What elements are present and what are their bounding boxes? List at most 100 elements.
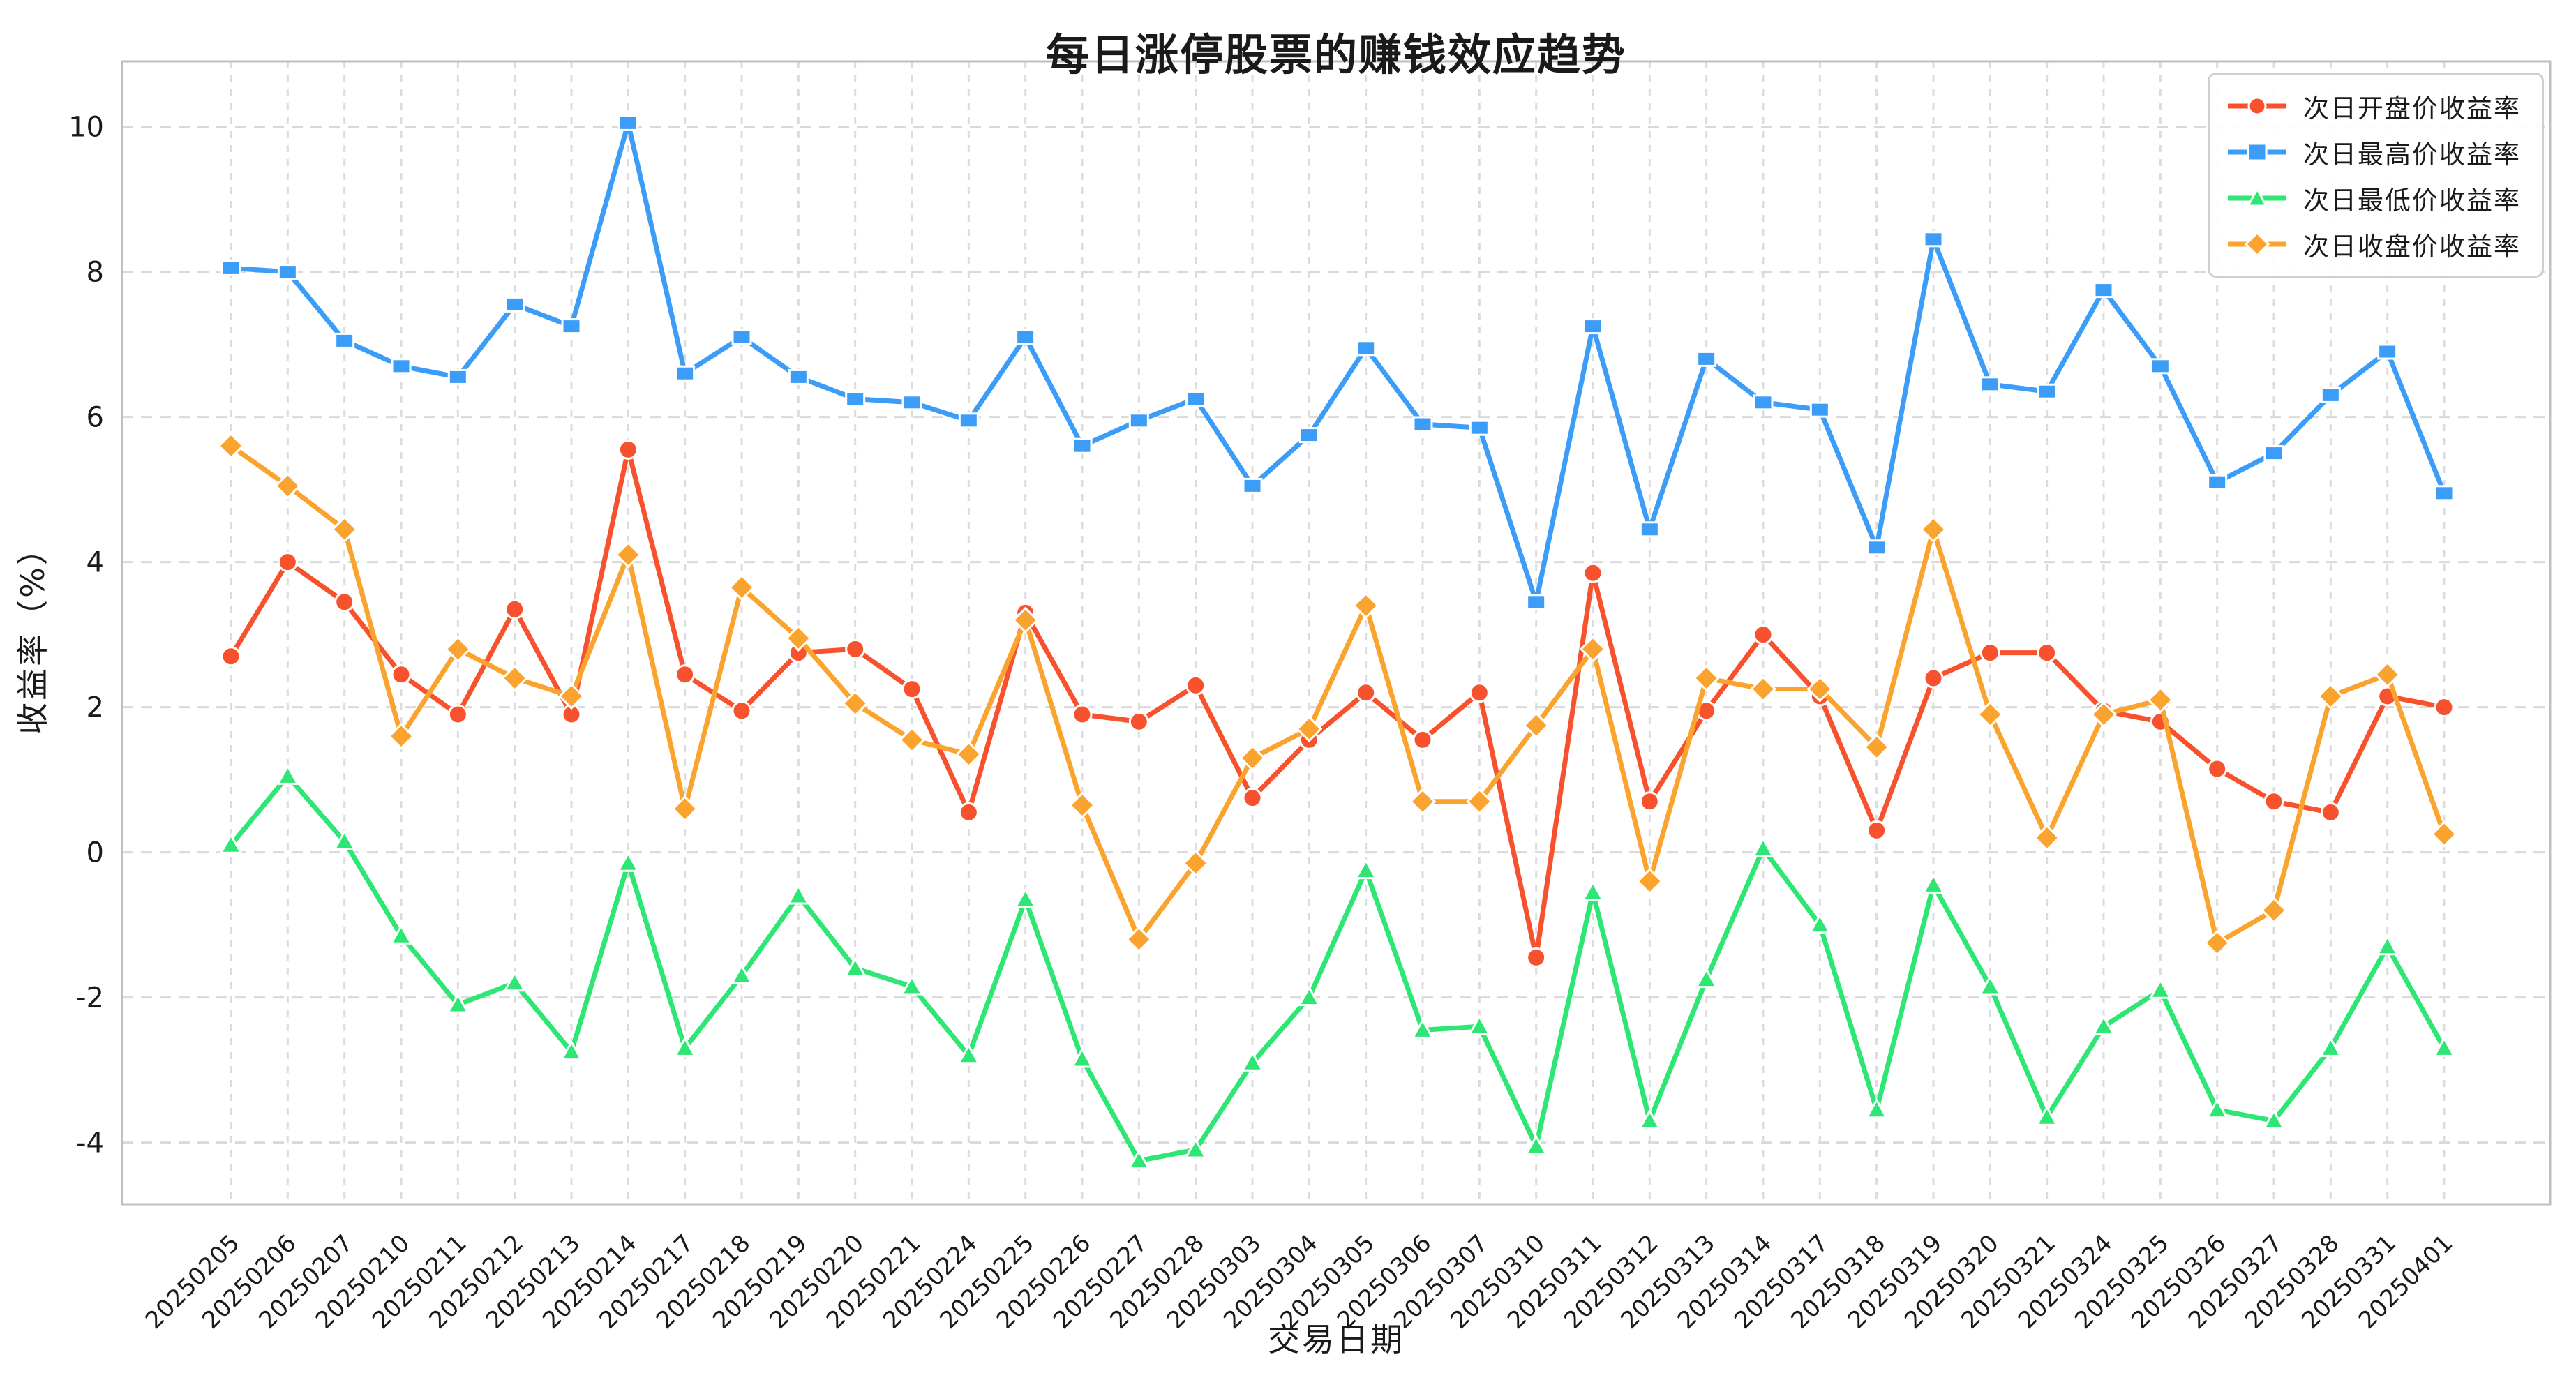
data-point-triangle — [900, 974, 924, 996]
legend-label: 次日开盘价收益率 — [2303, 93, 2521, 123]
data-point-square — [1072, 437, 1093, 454]
data-point-square — [1242, 477, 1263, 494]
data-point-triangle — [560, 1040, 583, 1061]
data-point-circle — [1128, 711, 1149, 732]
data-point-square — [2320, 387, 2341, 403]
data-point-triangle — [1695, 967, 1718, 989]
data-point-diamond — [1977, 700, 2004, 728]
data-point-square — [1469, 419, 1490, 436]
data-point-diamond — [1749, 675, 1777, 703]
legend-label: 次日最高价收益率 — [2303, 140, 2521, 170]
data-point-diamond — [501, 664, 528, 692]
data-point-circle — [334, 592, 355, 613]
y-tick-label: 0 — [87, 837, 104, 869]
y-tick-label: 10 — [68, 112, 104, 144]
y-tick-label: -4 — [76, 1127, 104, 1160]
data-point-circle — [845, 638, 866, 659]
data-point-diamond — [1636, 868, 1663, 895]
series-line-0 — [228, 447, 2447, 960]
data-point-square — [1582, 318, 1603, 335]
data-point-triangle — [1127, 1148, 1151, 1170]
data-point-circle — [1582, 562, 1603, 583]
data-point-diamond — [1238, 744, 1266, 772]
data-point-diamond — [1466, 788, 1493, 815]
data-point-diamond — [2147, 687, 2174, 714]
data-point-circle — [1866, 820, 1887, 841]
data-point-circle — [1412, 729, 1433, 750]
data-point-diamond — [728, 573, 756, 601]
data-point-circle — [1185, 675, 1206, 696]
data-point-square — [447, 368, 468, 385]
legend-item-low: 次日最低价收益率 — [2225, 179, 2521, 217]
data-point-square — [1923, 231, 1944, 248]
legend-swatch-close-diamond-icon — [2228, 231, 2286, 257]
data-point-circle — [2320, 802, 2341, 823]
data-point-triangle — [2432, 1036, 2456, 1057]
data-point-circle — [2207, 758, 2228, 779]
data-point-triangle — [1525, 1134, 1548, 1155]
legend-item-open: 次日开盘价收益率 — [2225, 87, 2521, 125]
data-point-diamond — [387, 723, 415, 750]
data-point-square — [2207, 474, 2228, 490]
x-axis-label: 交易日期 — [1268, 1321, 1405, 1358]
legend-swatch-open-circle-icon — [2228, 96, 2286, 116]
data-point-triangle — [333, 829, 357, 850]
data-point-square — [2093, 282, 2114, 299]
data-point-triangle — [1184, 1137, 1208, 1159]
data-point-square — [2434, 485, 2455, 502]
data-point-diamond — [615, 541, 642, 569]
data-point-triangle — [276, 764, 299, 785]
data-point-square — [1128, 412, 1149, 429]
data-point-circle — [1979, 643, 2000, 663]
data-point-diamond — [2374, 661, 2401, 688]
data-point-triangle — [2376, 934, 2399, 956]
data-point-diamond — [1409, 788, 1437, 815]
data-point-triangle — [1411, 1018, 1435, 1039]
data-point-triangle — [957, 1043, 980, 1065]
data-point-circle — [958, 802, 979, 823]
legend-label: 次日最低价收益率 — [2303, 186, 2521, 216]
data-point-square — [788, 368, 809, 385]
data-point-triangle — [616, 851, 640, 872]
data-point-circle — [2263, 791, 2284, 812]
legend-item-close: 次日收盘价收益率 — [2225, 225, 2521, 263]
data-point-circle — [2037, 643, 2058, 663]
data-point-square — [2037, 383, 2058, 400]
data-point-diamond — [217, 433, 245, 460]
data-point-square — [1866, 539, 1887, 556]
data-point-circle — [617, 439, 638, 460]
data-point-triangle — [1808, 913, 1832, 934]
data-point-square — [1356, 340, 1377, 357]
data-point-diamond — [444, 636, 472, 663]
y-tick-label: 8 — [87, 257, 104, 289]
data-point-square — [845, 391, 866, 407]
data-point-triangle — [219, 833, 243, 854]
data-point-circle — [1072, 704, 1093, 725]
data-point-circle — [901, 679, 922, 700]
data-point-diamond — [557, 682, 585, 710]
data-point-diamond — [1125, 926, 1153, 953]
data-point-triangle — [1922, 873, 1945, 894]
data-point-square — [220, 260, 241, 276]
data-point-triangle — [844, 956, 867, 977]
data-point-triangle — [1297, 985, 1321, 1007]
data-point-circle — [1242, 788, 1263, 809]
data-point-triangle — [2148, 978, 2172, 999]
data-point-diamond — [841, 690, 869, 717]
data-point-square — [1526, 594, 1547, 610]
data-point-diamond — [2090, 700, 2118, 728]
y-axis-label: 收益率（%） — [14, 531, 52, 735]
data-point-triangle — [2319, 1036, 2342, 1057]
chart-title: 每日涨停股票的赚钱效应趋势 — [1045, 29, 1626, 80]
data-point-circle — [731, 700, 752, 721]
data-point-triangle — [1241, 1051, 1264, 1072]
data-point-diamond — [1182, 850, 1209, 877]
data-point-diamond — [2260, 897, 2288, 924]
data-point-diamond — [2430, 820, 2458, 848]
data-point-diamond — [671, 795, 698, 823]
data-point-diamond — [1352, 592, 1379, 620]
data-point-square — [391, 358, 412, 375]
legend-label: 次日收盘价收益率 — [2303, 232, 2521, 262]
